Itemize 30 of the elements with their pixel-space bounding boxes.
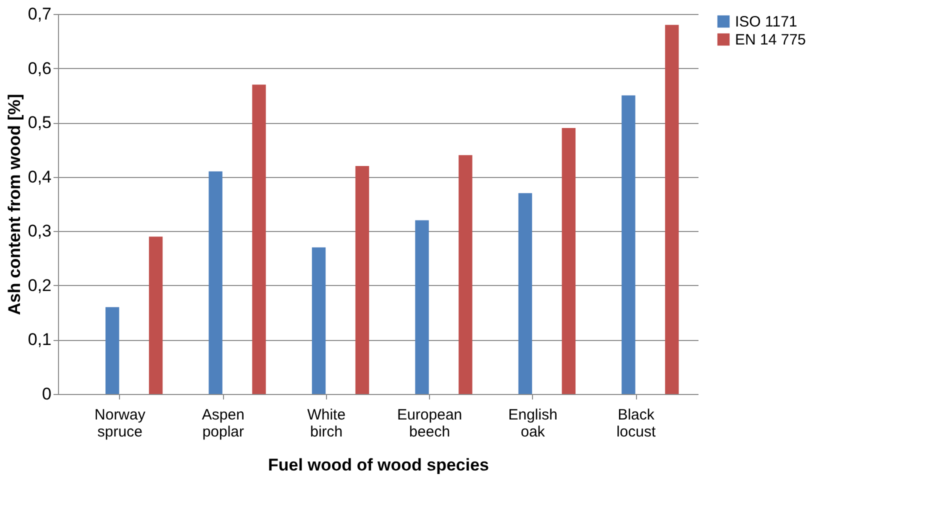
- bar: [148, 236, 163, 394]
- bar: [458, 155, 472, 394]
- y-axis-title: Ash content from wood [%]: [4, 94, 24, 315]
- x-tick-label: Black locust: [616, 406, 656, 440]
- y-tick-label: 0,7: [28, 4, 52, 24]
- x-tick-label: White birch: [307, 406, 346, 440]
- bar: [665, 24, 679, 394]
- bar: [415, 220, 429, 394]
- y-tick-label: 0,5: [28, 113, 52, 132]
- x-tick-label: Norway spruce: [94, 406, 146, 440]
- y-tick-label: 0: [42, 384, 52, 404]
- legend-label: EN 14 775: [735, 32, 806, 48]
- bar: [208, 171, 222, 394]
- y-tick-label: 0,3: [28, 222, 52, 241]
- y-tick-label: 0,1: [28, 330, 52, 350]
- legend-label: ISO 1171: [735, 14, 798, 30]
- y-tick-label: 0,2: [28, 276, 52, 295]
- bar: [105, 307, 120, 394]
- y-tick-label: 0,6: [28, 58, 52, 78]
- x-tick-label: Aspen poplar: [202, 406, 244, 440]
- bar: [355, 166, 370, 394]
- bar: [252, 84, 266, 394]
- y-tick-label: 0,4: [28, 167, 52, 186]
- x-axis-title: Fuel wood of wood species: [268, 456, 490, 474]
- bar: [622, 95, 636, 394]
- x-tick-label: English oak: [508, 406, 558, 440]
- x-tick-label: European beech: [397, 406, 462, 440]
- bar: [312, 247, 326, 394]
- bar: [562, 128, 576, 394]
- bar: [518, 193, 532, 394]
